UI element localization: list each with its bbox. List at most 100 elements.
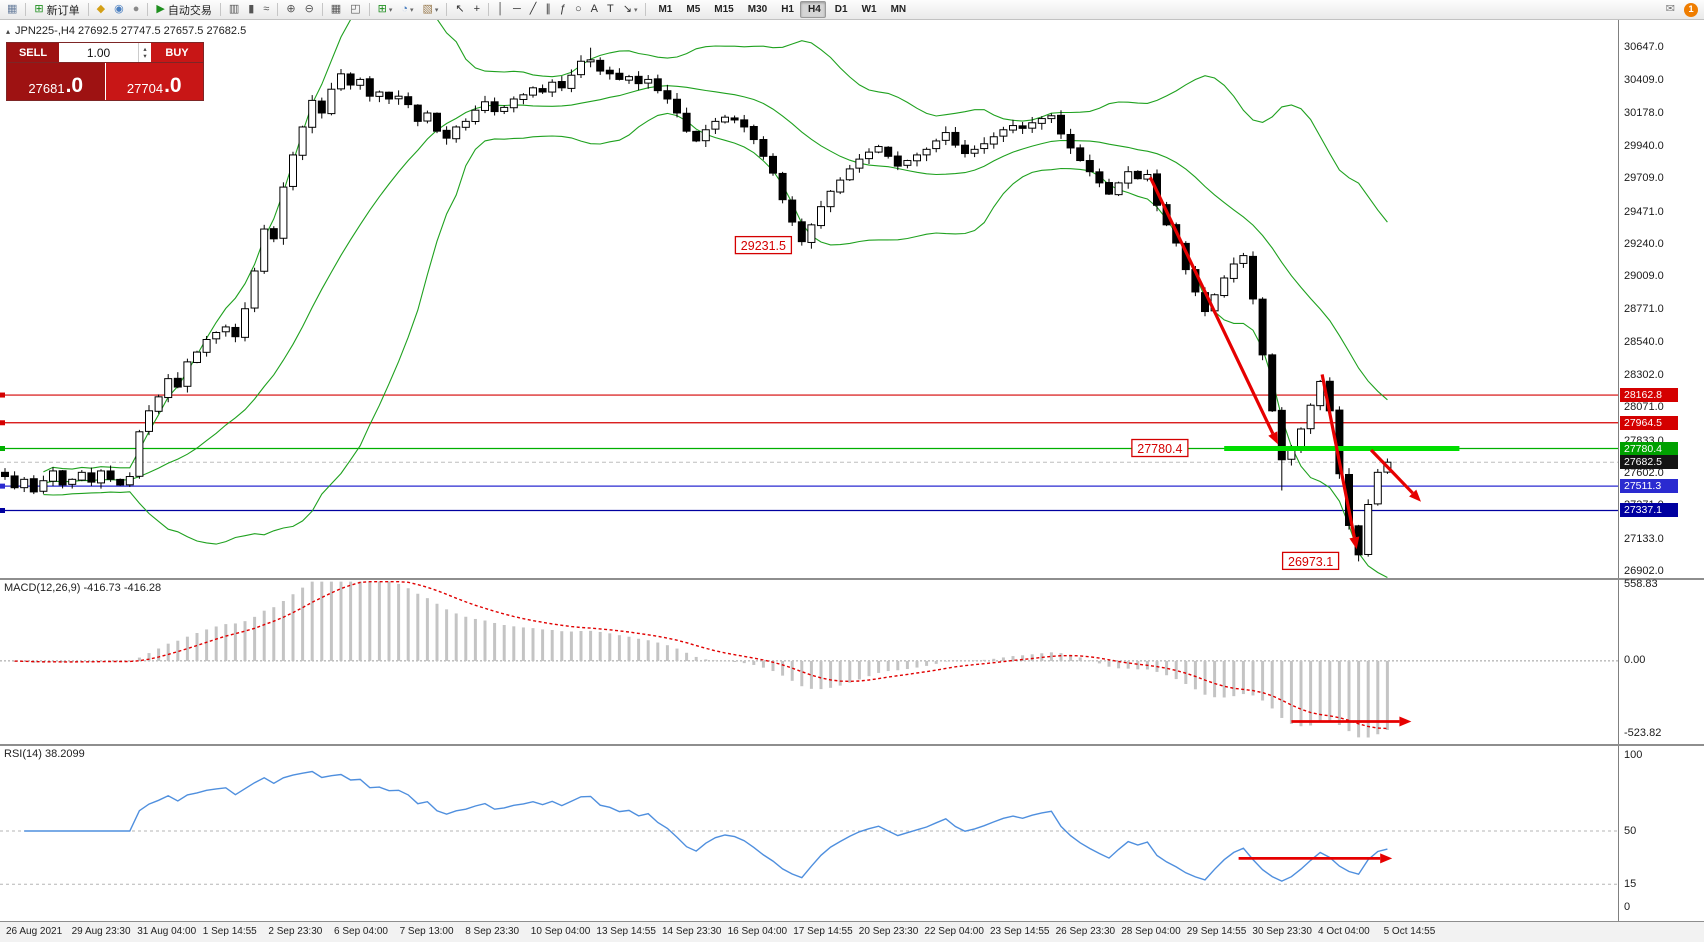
time-axis-label: 30 Sep 23:30 [1252,926,1312,937]
timeframe-h1-button[interactable]: H1 [773,1,799,18]
macd-axis-label: 0.00 [1624,654,1646,667]
horizontal-line-icon[interactable]: ─ [509,1,525,18]
bar-chart-type-icon[interactable]: ▥ [225,1,243,18]
time-axis-label: 29 Aug 23:30 [71,926,131,937]
sell-price-main: 27681 [28,81,65,96]
price-axis-label: 29709.0 [1624,172,1664,185]
buy-price-button[interactable]: 27704.0 [105,63,203,100]
buy-button[interactable]: BUY [151,43,203,62]
shapes-icon[interactable]: ○ [571,1,586,18]
zoom-out-icon[interactable]: ⊖ [301,1,318,18]
autotrading-button[interactable]: ▶ 自动交易 [152,1,215,18]
periods-glyph: ◔ [401,3,408,15]
timeframe-m5-button-label: M5 [686,4,701,15]
text-icon[interactable]: A [587,1,602,18]
macd-panel: 558.83 0.00 -523.82 MACD(12,26,9) -416.73 … [0,578,1704,746]
autotrading-glyph: ▶ [156,3,165,15]
price-tag: 27337.1 [1620,503,1678,518]
tile-windows-icon[interactable]: ▦ [327,1,345,18]
price-tag: 27780.4 [1620,441,1678,456]
toolbar-separator [488,3,490,16]
time-axis-label: 2 Sep 23:30 [268,926,323,937]
price-axis[interactable]: 30647.0 30409.0 30178.0 29940.0 29709.0 29471… [1618,20,1704,578]
chart-window-icon-glyph: ▦ [7,3,18,15]
global-view-icon[interactable]: ◉ [110,1,128,18]
main-chart[interactable]: 29231.5 27780.4 26973.1 [0,20,1618,580]
crosshair-icon[interactable]: + [470,1,484,18]
time-axis-label: 26 Aug 2021 [6,926,63,937]
volume-input[interactable]: 1.00 [86,45,111,60]
collapse-trade-panel-icon[interactable]: ▴ [6,26,11,36]
candlestick-chart-type-icon[interactable]: ▮ [244,1,258,18]
timeframe-h4-button[interactable]: H4 [799,1,826,18]
price-axis-label: 28771.0 [1624,303,1664,316]
periods-button[interactable]: ◔ ▾ [397,1,417,18]
price-axis-label: 30647.0 [1624,41,1664,54]
rsi-panel: 100 50 15 0 RSI(14) 38.2099 [0,746,1704,922]
history-center-icon[interactable]: ◆ [93,1,109,18]
auto-arrange-icon-glyph: ◰ [350,3,361,15]
time-axis-label: 5 Oct 14:55 [1383,926,1436,937]
cursor-icon[interactable]: ↖ [451,1,468,18]
zoom-in-icon[interactable]: ⊕ [282,1,299,18]
macd-axis[interactable]: 558.83 0.00 -523.82 [1618,578,1704,744]
indicators-button[interactable]: ⊞ ▾ [374,1,397,18]
timeframe-m5-button[interactable]: M5 [678,1,705,18]
vertical-line-icon[interactable]: │ [493,1,508,18]
label-icon[interactable]: T [603,1,618,18]
sell-price-button[interactable]: 27681.0 [7,63,106,100]
time-axis-label: 29 Sep 14:55 [1186,926,1247,937]
rsi-axis[interactable]: 100 50 15 0 [1618,746,1704,921]
volume-down-button[interactable]: ▾ [143,52,147,60]
auto-arrange-icon[interactable]: ◰ [346,1,364,18]
timeframe-w1-button[interactable]: W1 [854,1,882,18]
dropdown-arrow-icon: ▾ [633,6,638,14]
time-axis-label: 10 Sep 04:00 [530,926,591,937]
time-axis-label: 22 Sep 04:00 [924,926,984,937]
price-tag: 27964.5 [1620,415,1678,430]
horizontal-line-icon-glyph: ─ [512,3,521,15]
timeframe-m1-button[interactable]: M1 [650,1,677,18]
volume-up-button[interactable]: ▴ [143,45,147,53]
price-tag: 28162.8 [1620,388,1678,403]
news-icon[interactable]: ● [129,1,144,18]
tile-windows-icon-glyph: ▦ [330,3,342,15]
templates-button[interactable]: ▧ ▾ [419,1,443,18]
svg-text:27780.4: 27780.4 [1137,442,1182,456]
price-axis-label: 27133.0 [1624,532,1664,545]
trendline-icon[interactable]: ╱ [526,1,541,18]
time-axis-label: 20 Sep 23:30 [858,926,919,937]
messages-icon[interactable]: ✉ [1662,1,1679,18]
one-click-trading-panel: SELL 1.00 ▴ ▾ BUY 27681.0 27704.0 [6,42,204,101]
equidistant-channel-icon[interactable]: ∥ [541,1,555,18]
chart-window-icon[interactable]: ▦ [3,1,21,18]
shapes-icon-glyph: ○ [575,3,582,15]
timeframe-m15-button-label: M15 [714,4,734,15]
notifications-badge[interactable]: 1 [1684,2,1698,17]
macd-chart[interactable] [0,580,1618,746]
rsi-chart[interactable] [0,746,1618,922]
time-axis-label: 8 Sep 23:30 [465,926,520,937]
equidistant-channel-icon-glyph: ∥ [545,3,551,15]
time-axis-label: 7 Sep 13:00 [399,926,454,937]
timeframe-mn-button-label: MN [890,4,907,15]
timeframe-m30-button[interactable]: M30 [740,1,772,18]
timeframe-mn-button[interactable]: MN [883,1,912,18]
arrows-tool-icon[interactable]: ↘ ▾ [619,1,642,18]
timeframe-h4-button-label: H4 [807,4,821,15]
dropdown-arrow-icon: ▾ [388,6,393,14]
time-axis-label: 28 Sep 04:00 [1121,926,1181,937]
autotrading-button-label: 自动交易 [167,4,212,17]
sell-price-frac: .0 [65,74,84,97]
rsi-label: RSI(14) 38.2099 [4,748,85,760]
rsi-axis-label: 100 [1624,748,1643,761]
sell-button[interactable]: SELL [7,43,59,62]
time-axis[interactable]: 26 Aug 2021 29 Aug 23:30 31 Aug 04:00 1 Sep… [0,922,1704,942]
new-order-button[interactable]: ⊞ 新订单 [30,1,83,18]
timeframe-d1-button[interactable]: D1 [827,1,853,18]
fibonacci-icon[interactable]: ƒ [556,1,570,18]
buy-price-main: 27704 [126,81,164,96]
line-chart-type-icon[interactable]: ≈ [259,1,273,18]
timeframe-m15-button[interactable]: M15 [706,1,738,18]
